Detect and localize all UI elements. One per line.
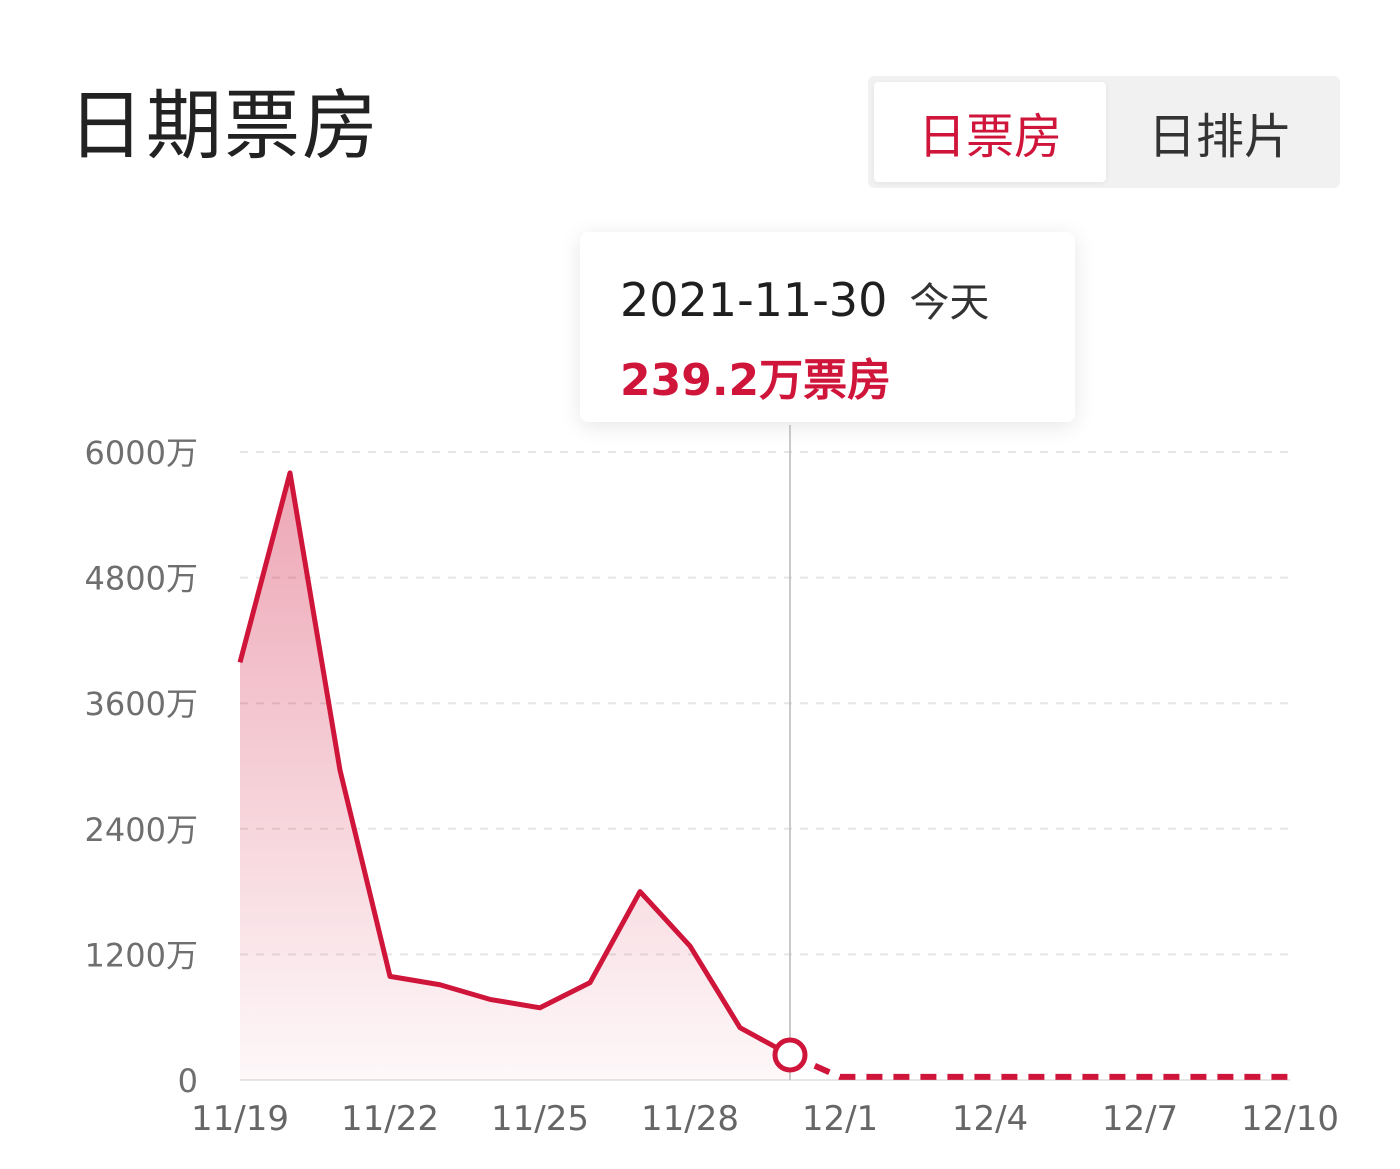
x-tick-label: 11/22: [341, 1099, 439, 1139]
tooltip-today-label: 今天: [909, 280, 990, 326]
y-tick-label: 4800万: [85, 560, 198, 598]
x-tick-label: 11/25: [491, 1099, 589, 1139]
x-tick-label: 11/28: [641, 1099, 739, 1139]
series-line-future: [788, 1052, 1290, 1080]
x-tick-label: 12/10: [1241, 1099, 1339, 1139]
y-tick-label: 3600万: [85, 685, 198, 723]
highlight-point: [772, 1037, 808, 1073]
x-tick-label: 11/19: [191, 1099, 289, 1139]
page-title: 日期票房: [68, 81, 380, 170]
tooltip-value: 239.2万票房: [620, 355, 892, 406]
tab-daily-schedule[interactable]: 日排片: [1147, 109, 1292, 165]
y-tick-label: 2400万: [85, 811, 198, 849]
series-line-actual: [237, 470, 792, 1058]
x-tick-label: 12/4: [952, 1099, 1028, 1139]
y-tick-label: 1200万: [85, 936, 198, 974]
series-area-fill: [240, 472, 790, 1080]
tab-switch: 日票房 日排片: [868, 76, 1340, 188]
series-layer: [237, 425, 1290, 1080]
y-axis-labels: 0 1200万 2400万 3600万 4800万 6000万: [85, 434, 198, 1100]
tooltip-date: 2021-11-30: [620, 273, 888, 327]
x-tick-label: 12/1: [802, 1099, 878, 1139]
x-axis-labels: 11/19 11/22 11/25 11/28 12/1 12/4 12/7 12/10: [191, 1099, 1339, 1139]
tooltip-date-line: 2021-11-30 今天: [620, 270, 989, 328]
x-tick-label: 12/7: [1102, 1099, 1178, 1139]
y-tick-label: 6000万: [85, 434, 198, 472]
chart-tooltip: 2021-11-30 今天 239.2万票房: [580, 232, 1075, 422]
y-tick-label: 0: [178, 1062, 198, 1100]
tab-daily-box-office[interactable]: 日票房: [874, 82, 1106, 182]
